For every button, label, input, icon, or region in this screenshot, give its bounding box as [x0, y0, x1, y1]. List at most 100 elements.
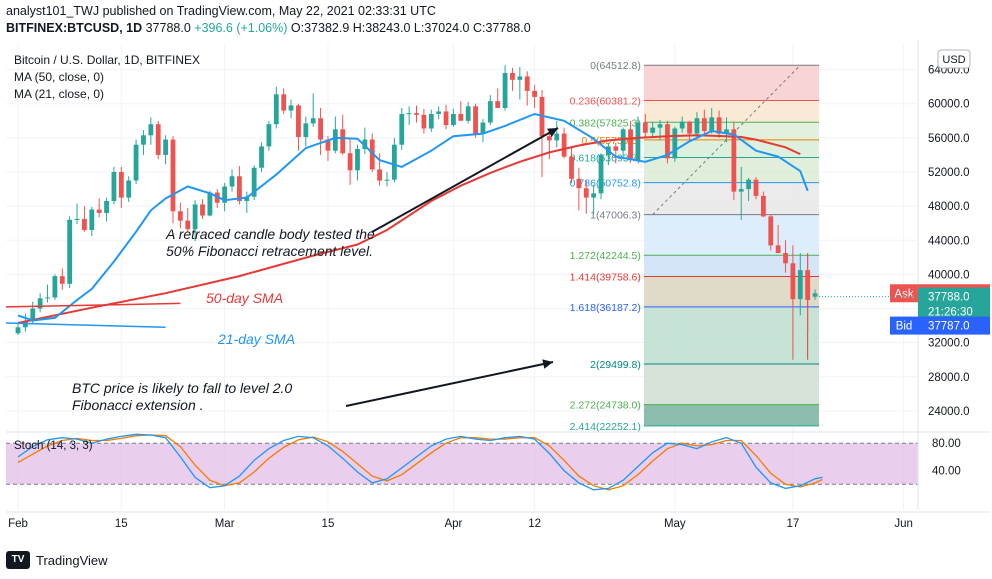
candle [355, 148, 360, 171]
note-extension-line: BTC price is likely to fall to level 2.0 [72, 380, 292, 396]
candle [303, 123, 309, 138]
candle [126, 180, 132, 198]
candle [738, 189, 744, 192]
candle [694, 118, 700, 134]
stoch-tick-label: 80.00 [932, 438, 961, 450]
candle [192, 204, 198, 230]
stoch-band [6, 443, 918, 485]
bid-price-value: 37787.0 [928, 321, 970, 333]
candle [177, 211, 183, 221]
time-tick-label: 12 [528, 518, 541, 530]
candle [665, 124, 670, 159]
candle [635, 122, 641, 161]
candle [480, 122, 486, 134]
candle [118, 172, 124, 198]
candle [805, 270, 811, 300]
candle [569, 156, 574, 179]
candle [709, 117, 715, 132]
last-price-value: 37788.0 [928, 292, 970, 304]
arrow-extension [345, 361, 554, 407]
candle [111, 172, 117, 202]
candle [332, 129, 338, 151]
tradingview-brand-name: TradingView [36, 552, 108, 568]
candle [583, 188, 589, 198]
fib-trend-line [652, 64, 801, 215]
last-price-tag [918, 287, 990, 322]
candle [487, 101, 493, 123]
time-tick-label: Mar [215, 518, 235, 530]
candle [67, 219, 73, 284]
tradingview-logo[interactable]: TV TradingView [6, 551, 108, 569]
candle [679, 121, 685, 129]
candle [399, 113, 405, 145]
candle [724, 129, 729, 134]
candle [163, 139, 168, 155]
candle [384, 179, 390, 181]
candle [657, 124, 663, 128]
candle [141, 135, 146, 145]
note-retracement-line: A retraced candle body tested the [165, 226, 375, 242]
fib-label-2.272: 2.272(24738.0) [570, 400, 641, 412]
candle [200, 204, 205, 216]
candle [325, 139, 331, 151]
currency-button[interactable] [937, 49, 971, 69]
candle [561, 133, 567, 157]
candle [296, 105, 301, 138]
fib-label-2.414: 2.414(22252.1) [570, 421, 641, 433]
candle [362, 139, 368, 149]
fib-label-1: 1(47006.3) [590, 210, 641, 222]
candle [554, 133, 560, 141]
candle [15, 327, 21, 334]
candle [421, 114, 427, 129]
candle [222, 186, 228, 203]
candle [347, 153, 353, 171]
fib-zone-1.414 [643, 276, 820, 307]
candle [716, 117, 722, 134]
candle [89, 209, 95, 231]
fib-zone-2 [643, 364, 820, 405]
candle [22, 321, 28, 328]
fib-zone-0.236 [643, 100, 820, 123]
candle [244, 196, 250, 202]
time-tick-label: Feb [8, 518, 28, 530]
price-change: +396.6 (+1.06%) [194, 21, 288, 35]
candle [436, 111, 442, 114]
candle [82, 218, 87, 231]
candle [473, 106, 478, 134]
candle [59, 276, 65, 284]
sma-horizontal-0 [5, 302, 181, 308]
candle [451, 113, 456, 126]
candle [377, 169, 383, 181]
candle [790, 263, 796, 300]
bid-badge [890, 316, 918, 335]
fib-zone-1 [643, 214, 820, 256]
candle [52, 276, 58, 298]
countdown-timer: 21:26:30 [928, 307, 973, 319]
stoch-label: Stoch (14, 3, 3) [14, 440, 93, 452]
candle [502, 73, 508, 108]
sma-label-0: 50-day SMA [206, 290, 283, 306]
bid-label: Bid [896, 321, 913, 333]
legend-ma50: MA (50, close, 0) [14, 70, 104, 84]
candle [273, 94, 279, 125]
candle [281, 94, 287, 111]
candle [672, 128, 678, 159]
fib-label-0.786: 0.786(50752.8) [570, 178, 641, 190]
candle [465, 106, 471, 121]
candle [768, 216, 774, 246]
note-extension-line: Fibonacci extension . [72, 397, 204, 413]
candle [414, 113, 419, 115]
candle [155, 124, 161, 155]
candle [797, 270, 803, 300]
time-tick-label: May [664, 518, 686, 530]
fib-label-2: 2(29499.8) [590, 359, 641, 371]
candle [701, 118, 707, 132]
candle [443, 111, 449, 126]
legend-title: Bitcoin / U.S. Dollar, 1D, BITFINEX [14, 53, 200, 67]
publisher-line: analyst101_TWJ published on TradingView.… [6, 4, 436, 18]
candle [30, 308, 36, 322]
arrow-retracement-head [547, 128, 558, 138]
candle [237, 176, 242, 202]
price-tick-label: 24000.0 [928, 406, 970, 418]
